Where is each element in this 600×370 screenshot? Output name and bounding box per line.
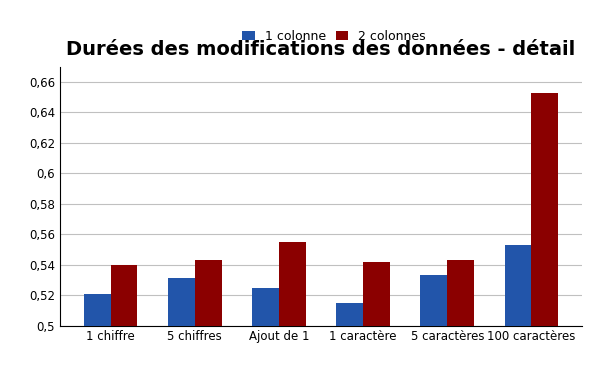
Legend: 1 colonne, 2 colonnes: 1 colonne, 2 colonnes [238, 26, 430, 47]
Bar [83, 294, 110, 370]
Title: Durées des modifications des données - détail: Durées des modifications des données - d… [67, 40, 575, 60]
Bar [168, 278, 195, 370]
Bar [110, 265, 137, 370]
Bar [252, 287, 279, 370]
Bar [447, 260, 474, 370]
Bar [421, 275, 447, 370]
Bar [336, 303, 363, 370]
Bar [505, 245, 532, 370]
Bar [363, 262, 390, 370]
Bar [532, 92, 559, 370]
Bar [279, 242, 306, 370]
Bar [195, 260, 221, 370]
